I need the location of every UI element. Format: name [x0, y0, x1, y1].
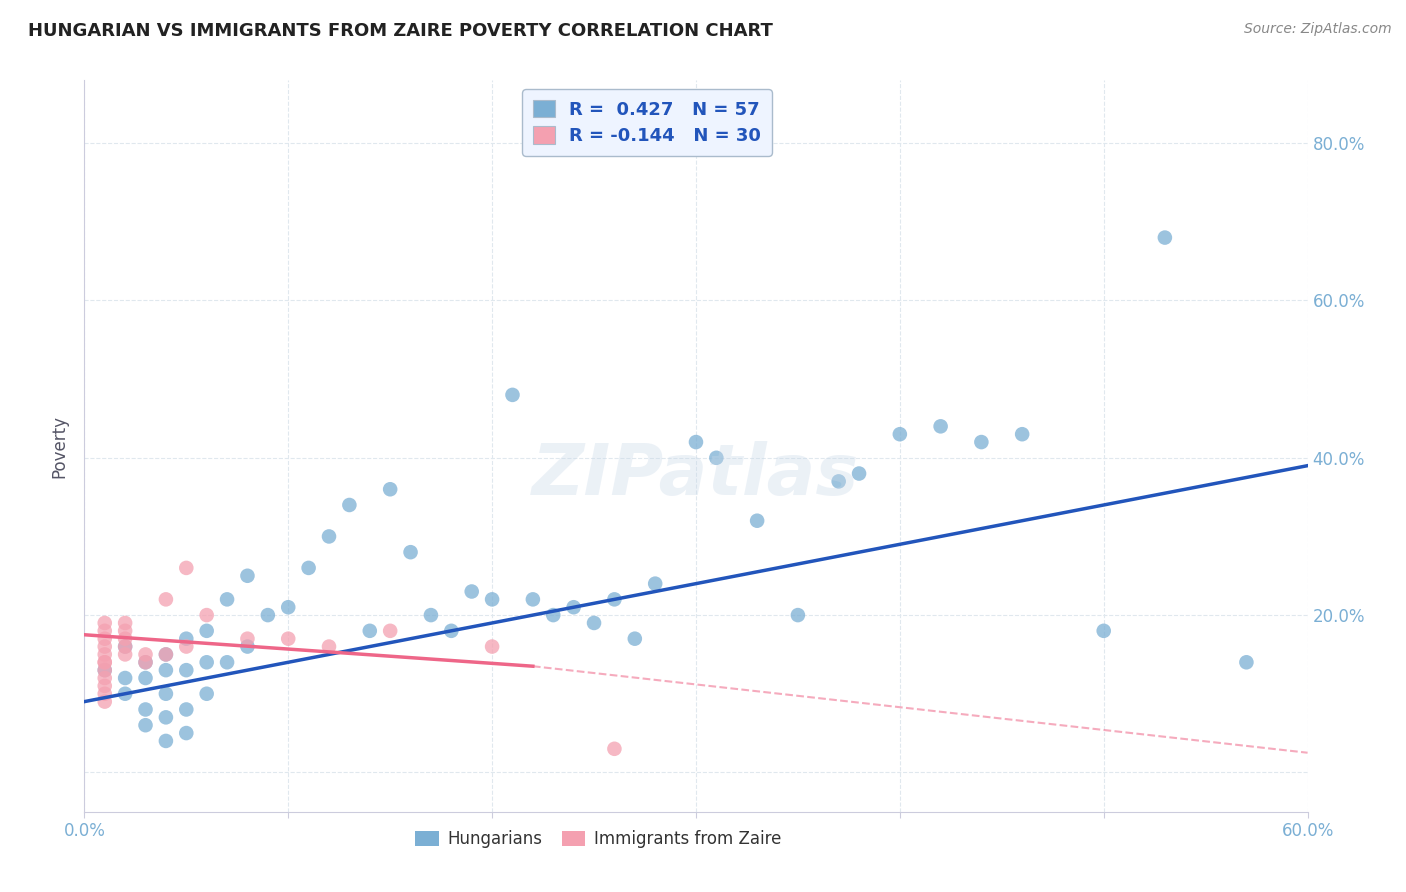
Point [848, 467, 870, 481]
Point [93, 615, 115, 630]
Point [217, 592, 239, 607]
Point [461, 584, 484, 599]
Point [481, 592, 503, 607]
Point [257, 608, 280, 623]
Point [174, 640, 197, 654]
Point [174, 702, 197, 716]
Point [135, 718, 157, 732]
Point [298, 561, 321, 575]
Point [747, 514, 769, 528]
Point [502, 388, 524, 402]
Point [155, 710, 177, 724]
Point [114, 624, 136, 638]
Point [93, 671, 115, 685]
Point [236, 632, 259, 646]
Text: ZIPatlas: ZIPatlas [533, 441, 859, 509]
Y-axis label: Poverty: Poverty [51, 415, 69, 477]
Point [1011, 427, 1033, 442]
Point [114, 615, 136, 630]
Point [93, 663, 115, 677]
Point [195, 687, 218, 701]
Point [174, 663, 197, 677]
Point [583, 615, 606, 630]
Point [195, 608, 218, 623]
Point [114, 648, 136, 662]
Point [603, 741, 626, 756]
Point [93, 655, 115, 669]
Point [522, 592, 544, 607]
Point [318, 529, 340, 543]
Point [93, 632, 115, 646]
Point [562, 600, 585, 615]
Point [135, 648, 157, 662]
Point [93, 679, 115, 693]
Point [155, 648, 177, 662]
Point [685, 435, 707, 450]
Point [380, 482, 402, 496]
Point [93, 624, 115, 638]
Point [1092, 624, 1115, 638]
Point [1154, 230, 1177, 244]
Point [155, 592, 177, 607]
Point [114, 632, 136, 646]
Point [114, 640, 136, 654]
Point [135, 655, 157, 669]
Point [236, 640, 259, 654]
Point [195, 624, 218, 638]
Point [440, 624, 463, 638]
Point [155, 648, 177, 662]
Point [93, 695, 115, 709]
Point [195, 655, 218, 669]
Point [481, 640, 503, 654]
Point [93, 648, 115, 662]
Point [787, 608, 810, 623]
Legend: Hungarians, Immigrants from Zaire: Hungarians, Immigrants from Zaire [409, 823, 787, 855]
Point [114, 640, 136, 654]
Point [93, 655, 115, 669]
Point [359, 624, 381, 638]
Point [135, 671, 157, 685]
Point [217, 655, 239, 669]
Point [155, 734, 177, 748]
Point [970, 435, 993, 450]
Point [644, 576, 666, 591]
Point [1236, 655, 1258, 669]
Point [174, 561, 197, 575]
Point [603, 592, 626, 607]
Point [135, 702, 157, 716]
Point [339, 498, 361, 512]
Point [174, 726, 197, 740]
Text: Source: ZipAtlas.com: Source: ZipAtlas.com [1244, 22, 1392, 37]
Point [277, 632, 299, 646]
Point [706, 450, 728, 465]
Point [889, 427, 911, 442]
Point [93, 663, 115, 677]
Point [93, 640, 115, 654]
Point [543, 608, 565, 623]
Point [93, 687, 115, 701]
Point [155, 663, 177, 677]
Point [174, 632, 197, 646]
Point [929, 419, 952, 434]
Point [624, 632, 647, 646]
Point [135, 655, 157, 669]
Point [236, 568, 259, 582]
Point [114, 671, 136, 685]
Point [380, 624, 402, 638]
Point [155, 687, 177, 701]
Point [828, 475, 851, 489]
Point [420, 608, 443, 623]
Point [277, 600, 299, 615]
Point [114, 687, 136, 701]
Point [399, 545, 422, 559]
Point [318, 640, 340, 654]
Text: HUNGARIAN VS IMMIGRANTS FROM ZAIRE POVERTY CORRELATION CHART: HUNGARIAN VS IMMIGRANTS FROM ZAIRE POVER… [28, 22, 773, 40]
